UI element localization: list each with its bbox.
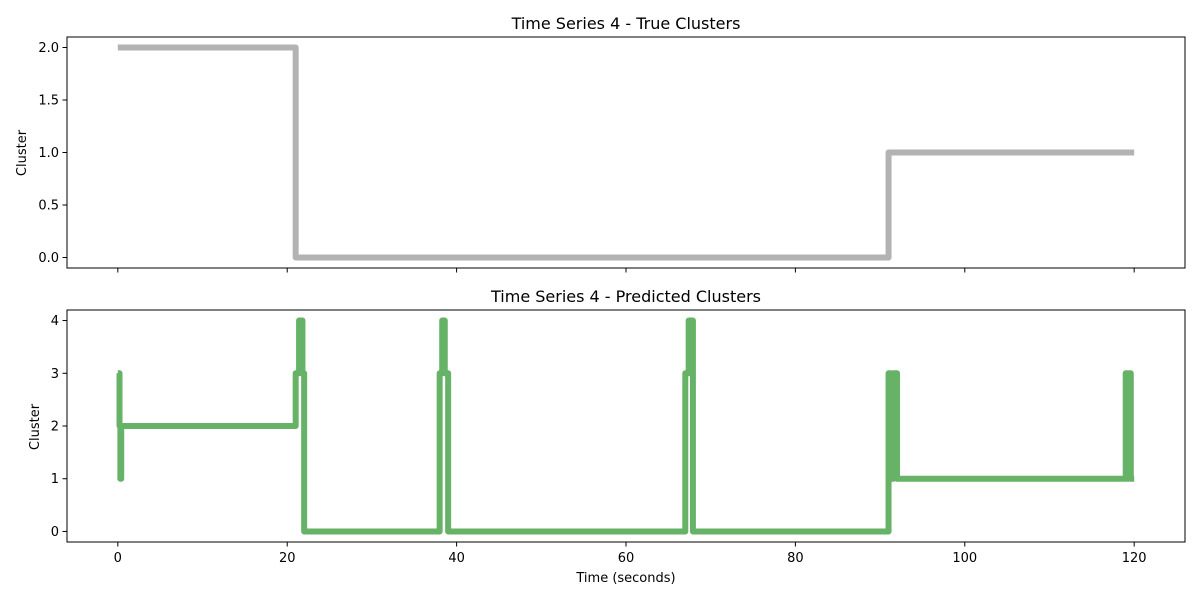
predicted-clusters-x-tick-label: 80: [787, 551, 804, 566]
predicted-clusters-x-tick-label: 100: [952, 551, 977, 566]
predicted-clusters-title: Time Series 4 - Predicted Clusters: [490, 287, 761, 306]
true-clusters-y-tick-label: 2.0: [38, 41, 59, 56]
predicted-clusters-x-tick-label: 120: [1122, 551, 1147, 566]
predicted-clusters-plot-frame: [66, 309, 1186, 543]
predicted-clusters-series-line: [116, 317, 1135, 535]
predicted-clusters-ticks-layer: 0 20 40 60 80 100 120 0 1 2 3 4: [51, 314, 1147, 566]
predicted-clusters-x-tick-label: 20: [279, 551, 296, 566]
true-clusters-y-tick-label: 1.5: [38, 94, 59, 109]
true-clusters-subplot: Time Series 4 - True Clusters Cluster 0.…: [15, 14, 1186, 273]
true-clusters-y-tick-label: 0.0: [38, 251, 59, 266]
true-clusters-series-layer: [117, 44, 1135, 261]
predicted-clusters-series-layer: [116, 317, 1135, 535]
predicted-clusters-y-tick-label: 3: [51, 367, 59, 382]
true-clusters-title: Time Series 4 - True Clusters: [511, 14, 741, 33]
predicted-clusters-y-tick-label: 1: [51, 472, 59, 487]
predicted-clusters-y-tick-label: 0: [51, 525, 59, 540]
true-clusters-y-tick-label: 1.0: [38, 146, 59, 161]
predicted-clusters-y-axis-label: Cluster: [28, 403, 43, 450]
true-clusters-ticks-layer: 0.0 0.5 1.0 1.5 2.0: [38, 41, 1135, 273]
true-clusters-series-line: [117, 44, 1135, 261]
true-clusters-y-axis-label: Cluster: [15, 129, 30, 176]
predicted-clusters-x-tick-label: 0: [114, 551, 122, 566]
true-clusters-y-tick-label: 0.5: [38, 199, 59, 214]
true-clusters-plot-frame: [66, 36, 1186, 269]
predicted-clusters-x-axis-label: Time (seconds): [575, 571, 675, 586]
predicted-clusters-subplot: Time Series 4 - Predicted Clusters Clust…: [28, 287, 1186, 586]
predicted-clusters-y-tick-label: 4: [51, 314, 59, 329]
predicted-clusters-y-tick-label: 2: [51, 420, 59, 435]
predicted-clusters-x-tick-label: 60: [618, 551, 635, 566]
predicted-clusters-x-tick-label: 40: [448, 551, 465, 566]
